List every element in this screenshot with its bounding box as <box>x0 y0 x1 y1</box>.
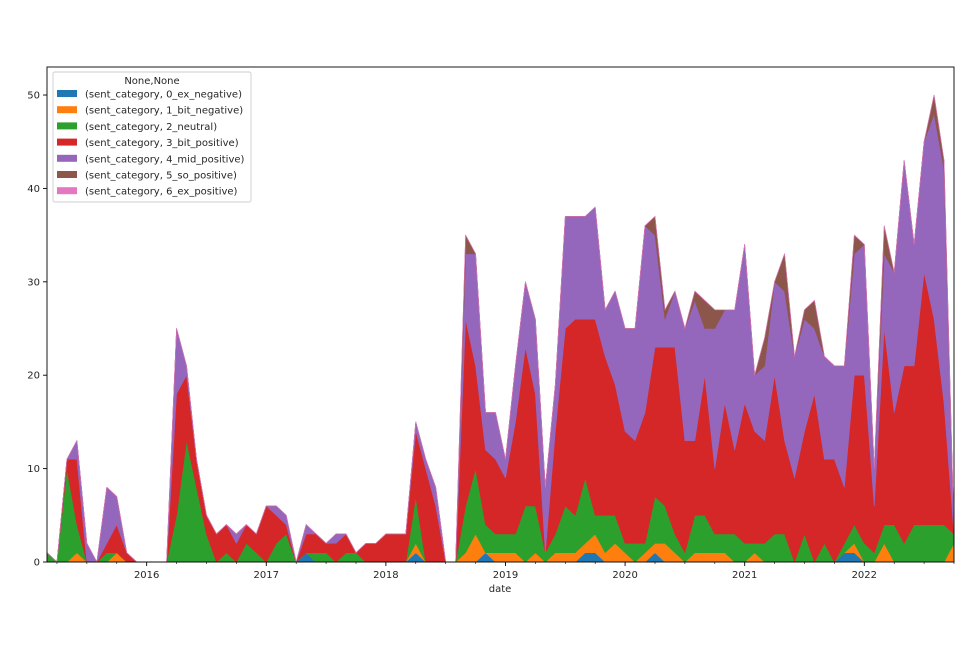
legend-swatch <box>57 187 77 195</box>
y-tick-label: 0 <box>34 558 40 569</box>
legend-swatch <box>57 106 77 114</box>
y-axis: 0 10 20 30 40 50 <box>27 91 47 569</box>
legend-swatch <box>57 122 77 130</box>
legend-entry-label: (sent_category, 5_so_positive) <box>85 171 237 182</box>
x-tick-label: 2018 <box>373 570 398 581</box>
legend-swatch <box>57 154 77 162</box>
legend-entry-label: (sent_category, 3_bit_positive) <box>85 138 239 149</box>
x-tick-label: 2017 <box>254 570 279 581</box>
y-tick-label: 20 <box>27 371 40 382</box>
legend-box <box>52 71 252 203</box>
plot-frame <box>46 66 955 563</box>
y-tick-label: 50 <box>27 91 40 102</box>
legend-entry-label: (sent_category, 0_ex_negative) <box>85 90 242 101</box>
legend-swatch <box>57 90 77 97</box>
x-tick-label: 2022 <box>852 570 877 581</box>
legend: None,None (sent_category, 0_ex_negative)… <box>52 71 252 203</box>
legend-entry-label: (sent_category, 4_mid_positive) <box>85 154 245 165</box>
x-axis-label: date <box>489 584 512 595</box>
legend-entry-label: (sent_category, 1_bit_negative) <box>85 106 243 117</box>
x-tick-label: 2016 <box>134 570 159 581</box>
legend-swatch <box>57 138 77 146</box>
legend-entry-label: (sent_category, 6_ex_positive) <box>85 187 238 198</box>
x-tick-label: 2019 <box>493 570 518 581</box>
x-tick-label: 2020 <box>612 570 637 581</box>
x-axis: 2016 2017 2018 2019 2020 2021 2022 <box>56 562 955 581</box>
x-tick-label: 2021 <box>732 570 757 581</box>
y-tick-label: 30 <box>27 277 40 288</box>
y-tick-label: 10 <box>27 464 40 475</box>
y-tick-label: 40 <box>27 184 40 195</box>
legend-swatch <box>57 171 77 178</box>
legend-entry-label: (sent_category, 2_neutral) <box>85 122 217 133</box>
legend-title: None,None <box>124 76 179 87</box>
